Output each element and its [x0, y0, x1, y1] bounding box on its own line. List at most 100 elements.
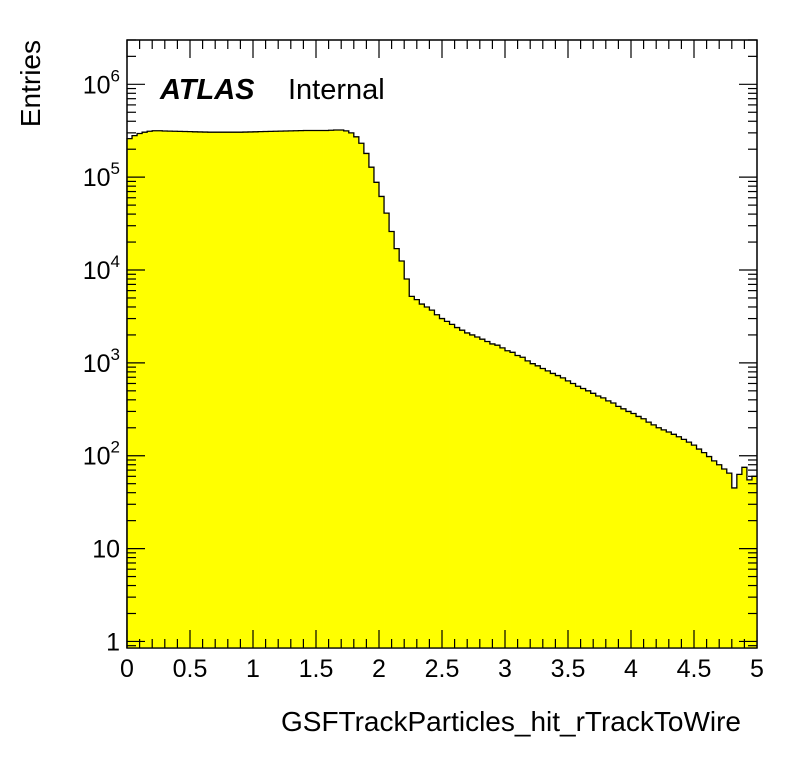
histogram-bin — [550, 373, 556, 648]
histogram-bin — [273, 131, 279, 648]
histogram-bin — [137, 133, 143, 648]
x-tick-labels: 0 0.5 1 1.5 2 2.5 3 3.5 4 4.5 5 — [120, 655, 764, 683]
histogram-bin — [535, 365, 541, 648]
histogram-bin — [605, 400, 612, 648]
histogram-bin — [525, 360, 531, 648]
histogram-bin — [167, 131, 173, 648]
histogram-bin — [459, 330, 466, 648]
histogram-bin — [429, 310, 435, 648]
histogram-bin — [288, 130, 294, 648]
histogram-bin — [394, 248, 400, 648]
internal-label: Internal — [288, 74, 385, 106]
histogram-bin — [258, 131, 264, 648]
histogram-bin — [202, 132, 209, 648]
histogram-bars — [126, 129, 758, 649]
histogram-bin — [575, 386, 581, 648]
plot-frame-top — [126, 39, 758, 649]
histogram-bin — [212, 132, 219, 648]
histogram-bin — [631, 413, 637, 648]
histogram-bin — [237, 132, 244, 648]
x-tick-label: 1.5 — [299, 655, 334, 683]
histogram-bin — [560, 377, 566, 648]
histogram-bin — [580, 388, 587, 648]
histogram-bin — [217, 132, 224, 648]
histogram-bin — [152, 130, 158, 648]
histogram-bin — [636, 416, 642, 648]
histogram-bin — [318, 130, 324, 648]
y-axis-title: Entries — [15, 40, 46, 127]
histogram-bin — [530, 363, 536, 648]
histogram-bin — [449, 324, 455, 648]
histogram-bin — [736, 474, 743, 648]
y-tick-label: 1 — [106, 628, 120, 656]
histogram-bin — [127, 138, 133, 648]
histogram-bin — [600, 397, 607, 648]
histogram-bin — [303, 130, 309, 648]
histogram-bin — [353, 136, 360, 648]
histogram-bin — [232, 132, 239, 648]
histogram-bin — [494, 345, 501, 648]
histogram-bin — [661, 429, 667, 648]
histogram-bin — [565, 380, 571, 648]
histogram-bin — [646, 422, 652, 648]
histogram-bin — [479, 339, 486, 648]
histogram-bin — [676, 436, 682, 648]
y-tick-label: 10 — [92, 536, 120, 564]
histogram-bin — [298, 130, 304, 648]
histogram-bin — [192, 131, 198, 649]
histogram-bin — [615, 406, 622, 648]
histogram-bin — [691, 445, 697, 648]
x-tick-label: 4 — [624, 655, 638, 683]
histogram-bin — [409, 296, 415, 648]
histogram-bin — [278, 131, 284, 648]
histogram-bin — [419, 304, 425, 648]
atlas-label: ATLAS — [159, 74, 255, 106]
histogram-bin — [328, 130, 335, 648]
histogram-bin — [686, 442, 692, 648]
histogram-bin — [207, 132, 214, 648]
histogram-bin — [520, 357, 526, 648]
histogram-bin — [555, 375, 561, 648]
histogram-bin — [711, 460, 718, 648]
y-tick-label: 102 — [83, 438, 120, 471]
histogram-bin — [751, 476, 758, 648]
histogram-bin — [313, 130, 319, 648]
histogram-bin — [434, 314, 440, 648]
histogram-bin — [247, 131, 254, 648]
x-tick-label: 3 — [498, 655, 512, 683]
x-tick-label: 2 — [372, 655, 386, 683]
histogram-bin — [343, 130, 350, 648]
histogram-bin — [489, 343, 496, 648]
histogram-bin — [746, 479, 753, 648]
y-tick-label: 106 — [83, 66, 120, 99]
histogram-bin — [515, 355, 521, 648]
histogram-bin — [610, 402, 617, 648]
histogram-bin — [595, 395, 602, 648]
x-tick-label: 0 — [120, 655, 134, 683]
histogram-bin — [242, 132, 249, 648]
histogram-bin — [641, 418, 647, 648]
histogram-bin — [363, 153, 370, 648]
histogram-bin — [187, 131, 193, 648]
y-tick-label: 103 — [83, 345, 120, 378]
histogram-bin — [379, 196, 385, 648]
y-tick-labels: 1 10 102 103 104 105 106 — [83, 66, 120, 656]
histogram-bin — [323, 130, 329, 648]
histogram-bin — [227, 132, 234, 648]
histogram-bin — [651, 424, 657, 648]
histogram-outline — [126, 129, 757, 648]
histogram-bin — [222, 132, 229, 648]
histogram-bin — [570, 383, 576, 648]
histogram-bin — [182, 131, 188, 648]
x-tick-label: 3.5 — [551, 655, 586, 683]
y-tick-label: 105 — [83, 159, 120, 192]
histogram-bin — [338, 130, 345, 648]
histogram-bin — [424, 306, 430, 648]
histogram-bin — [625, 411, 632, 648]
x-tick-label: 5 — [750, 655, 764, 683]
histogram-bin — [484, 341, 491, 648]
histogram-bin — [293, 130, 299, 648]
histogram-bin — [701, 452, 707, 648]
x-tick-label: 4.5 — [677, 655, 712, 683]
histogram-bin — [510, 352, 516, 648]
